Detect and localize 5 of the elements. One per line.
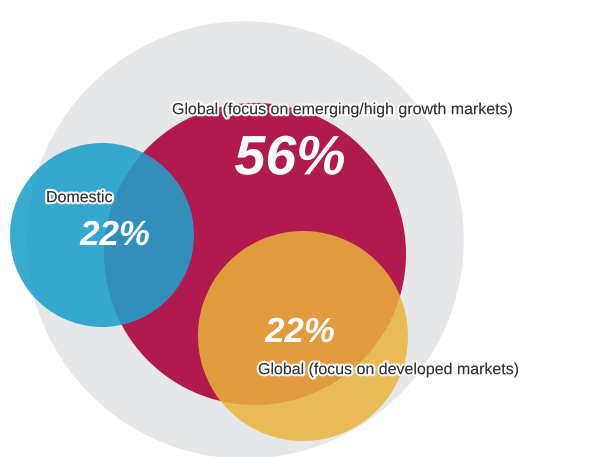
data-label: 56% [234, 136, 344, 175]
category-label: Domestic [47, 190, 112, 202]
category-label: Global (focus on emerging/high growth markets) [172, 102, 512, 118]
data-label: 22% [264, 318, 334, 342]
data-label: 22% [80, 220, 149, 246]
